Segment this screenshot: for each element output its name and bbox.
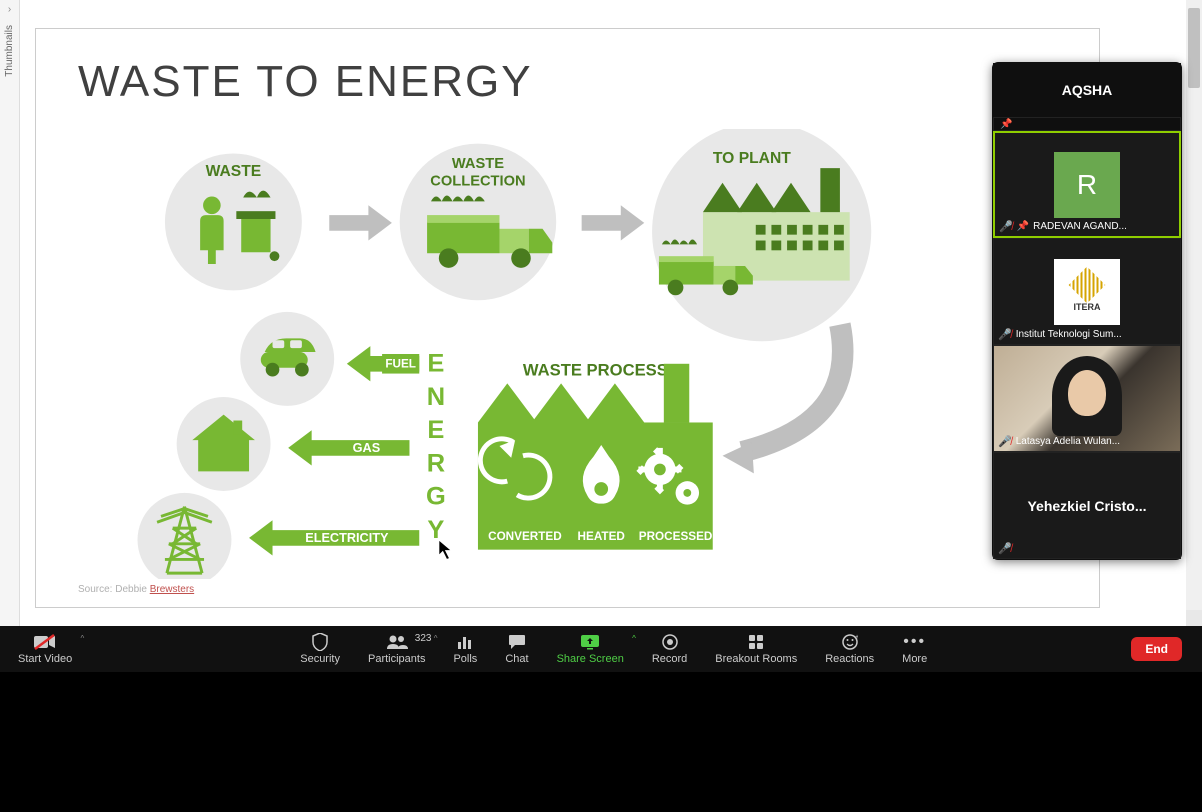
svg-text:E: E bbox=[427, 416, 444, 444]
participant-display-name: Yehezkiel Cristo... bbox=[1027, 498, 1146, 514]
security-button[interactable]: Security bbox=[286, 626, 354, 672]
svg-text:G: G bbox=[426, 483, 446, 511]
source-link[interactable]: Brewsters bbox=[150, 584, 194, 595]
process-sublabel-3: PROCESSED bbox=[639, 530, 713, 543]
arrow-to-fuel: FUEL bbox=[347, 346, 419, 381]
reactions-button[interactable]: + Reactions bbox=[811, 626, 888, 672]
avatar-letter: R bbox=[1054, 152, 1120, 218]
node-fuel bbox=[240, 312, 334, 406]
svg-text:GAS: GAS bbox=[353, 440, 381, 455]
share-screen-icon bbox=[580, 633, 600, 651]
thumbnails-rail[interactable]: › Thumbnails bbox=[0, 0, 20, 626]
avatar-logo: ITERA bbox=[1054, 259, 1120, 325]
thumbnails-label: Thumbnails bbox=[4, 25, 15, 77]
caret-icon[interactable]: ^ bbox=[434, 634, 438, 643]
presentation-slide: WASTE TO ENERGY WASTE WASTE COLLECTION bbox=[35, 28, 1100, 608]
end-button[interactable]: End bbox=[1131, 637, 1182, 661]
breakout-rooms-button[interactable]: Breakout Rooms bbox=[701, 626, 811, 672]
slide-source: Source: Debbie Brewsters bbox=[78, 584, 194, 595]
speaker-tile[interactable]: AQSHA bbox=[993, 63, 1181, 117]
node-electricity bbox=[138, 493, 232, 579]
svg-text:Y: Y bbox=[427, 516, 444, 544]
node-collection-label-2: COLLECTION bbox=[430, 174, 525, 190]
mute-icon: 🎤̸ bbox=[998, 328, 1012, 341]
cursor-icon bbox=[439, 540, 452, 560]
mute-icon: 🎤̸ bbox=[999, 220, 1013, 233]
svg-text:R: R bbox=[427, 449, 445, 477]
participant-tile[interactable]: R 🎤̸ 📌 RADEVAN AGAND... bbox=[993, 131, 1181, 238]
chat-button[interactable]: Chat bbox=[491, 626, 542, 672]
participant-tile[interactable]: Yehezkiel Cristo... 🎤̸ bbox=[993, 452, 1181, 559]
arrow-collection-to-plant bbox=[582, 205, 645, 240]
arrow-plant-to-process bbox=[742, 325, 843, 452]
node-process: WASTE PROCESS bbox=[478, 361, 713, 550]
vertical-scrollbar[interactable] bbox=[1186, 0, 1202, 626]
more-icon: ••• bbox=[903, 633, 926, 651]
node-collection-label-1: WASTE bbox=[452, 156, 504, 172]
caret-icon[interactable]: ^ bbox=[632, 634, 636, 643]
scrollbar-corner bbox=[1186, 610, 1202, 626]
energy-column: E N E R G Y bbox=[426, 350, 446, 544]
participant-name: Latasya Adelia Wulan... bbox=[1016, 436, 1120, 447]
svg-text:FUEL: FUEL bbox=[385, 358, 416, 371]
scrollbar-thumb[interactable] bbox=[1188, 8, 1200, 88]
start-video-button[interactable]: Start Video ^ bbox=[4, 626, 86, 672]
node-plant-label: TO PLANT bbox=[713, 150, 791, 167]
mute-icon: 🎤̸ bbox=[998, 542, 1012, 555]
shield-icon bbox=[312, 633, 328, 651]
svg-text:N: N bbox=[427, 383, 445, 411]
polls-button[interactable]: Polls bbox=[439, 626, 491, 672]
slide-title: WASTE TO ENERGY bbox=[36, 29, 1099, 107]
share-screen-button[interactable]: Share Screen ^ bbox=[543, 626, 638, 672]
record-icon bbox=[662, 633, 678, 651]
arrow-to-electricity: ELECTRICITY bbox=[249, 520, 419, 555]
meeting-toolbar: Start Video ^ Security Participants 323 … bbox=[0, 626, 1202, 672]
more-button[interactable]: ••• More bbox=[888, 626, 941, 672]
participants-count: 323 bbox=[415, 633, 432, 644]
participant-tile[interactable]: ITERA 🎤̸ Institut Teknologi Sum... bbox=[993, 238, 1181, 345]
arrow-waste-to-collection bbox=[329, 205, 392, 240]
record-button[interactable]: Record bbox=[638, 626, 701, 672]
arrow-to-gas: GAS bbox=[288, 430, 409, 465]
svg-text:E: E bbox=[427, 350, 444, 378]
mute-icon: 🎤̸ bbox=[998, 435, 1012, 448]
participants-icon bbox=[386, 633, 408, 651]
pin-icon: 📌 bbox=[1000, 119, 1012, 130]
reactions-icon: + bbox=[842, 633, 858, 651]
chat-icon bbox=[508, 633, 526, 651]
svg-text:ELECTRICITY: ELECTRICITY bbox=[305, 530, 389, 545]
video-off-icon bbox=[34, 633, 56, 651]
breakout-icon bbox=[748, 633, 764, 651]
participant-tile[interactable]: 🎤̸ Latasya Adelia Wulan... bbox=[993, 345, 1181, 452]
node-gas bbox=[177, 397, 271, 491]
participant-name: Institut Teknologi Sum... bbox=[1016, 329, 1122, 340]
waste-to-energy-infographic: WASTE WASTE COLLECTION bbox=[106, 129, 1026, 579]
participants-button[interactable]: Participants 323 ^ bbox=[354, 626, 439, 672]
participant-name: RADEVAN AGAND... bbox=[1033, 221, 1127, 232]
node-waste-label: WASTE bbox=[206, 163, 262, 180]
pin-indicator: 📌 bbox=[993, 117, 1181, 131]
polls-icon bbox=[457, 633, 473, 651]
participant-gallery: AQSHA 📌 R 🎤̸ 📌 RADEVAN AGAND... ITERA 🎤̸… bbox=[992, 62, 1182, 560]
process-sublabel-2: HEATED bbox=[578, 530, 625, 543]
process-sublabel-1: CONVERTED bbox=[488, 530, 562, 543]
speaker-name: AQSHA bbox=[1062, 82, 1113, 98]
pin-icon: 📌 bbox=[1017, 221, 1029, 232]
caret-icon[interactable]: ^ bbox=[80, 634, 84, 643]
svg-text:+: + bbox=[855, 634, 858, 641]
node-process-label: WASTE PROCESS bbox=[523, 361, 668, 380]
thumbnails-toggle-icon[interactable]: › bbox=[0, 0, 19, 15]
